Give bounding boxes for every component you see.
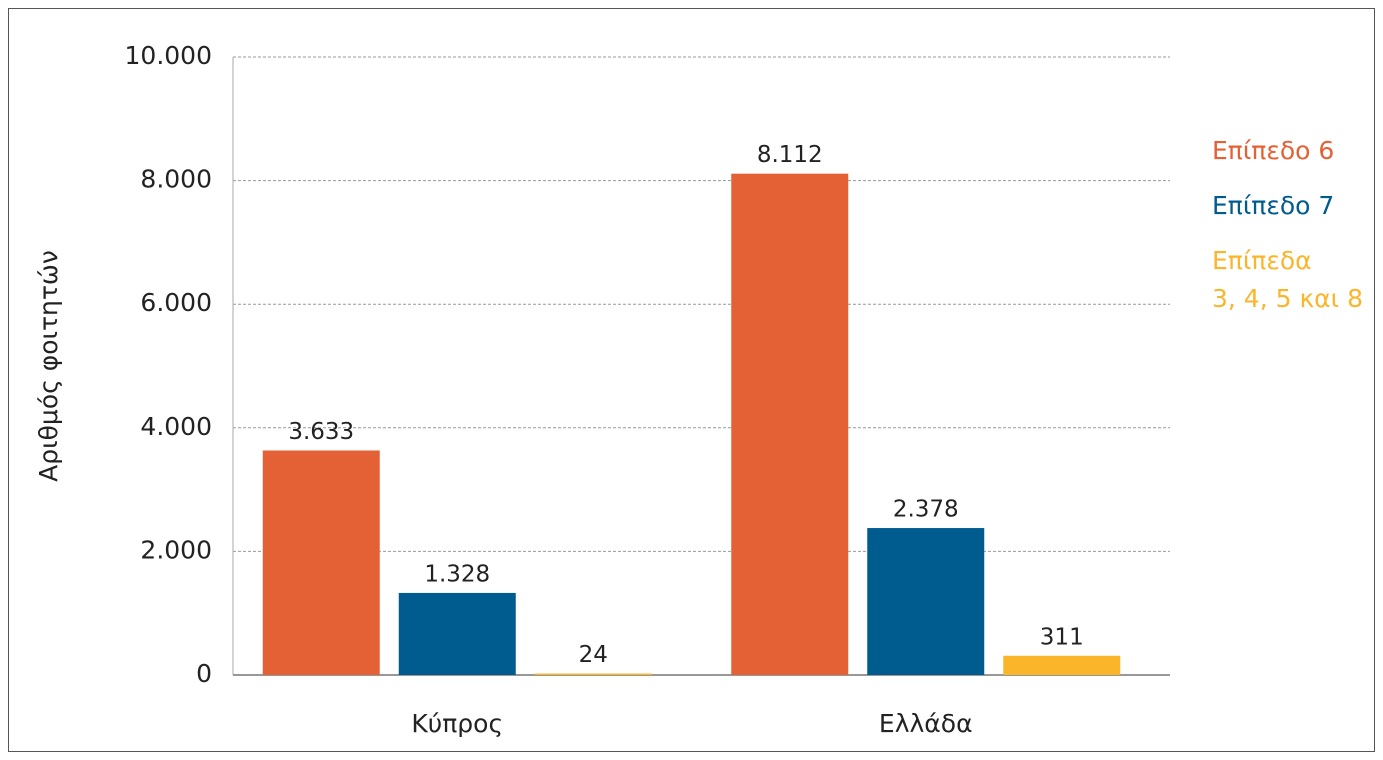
- x-tick-label: Κύπρος: [411, 709, 503, 738]
- y-tick-label: 2.000: [140, 535, 212, 564]
- value-label: 2.378: [893, 497, 959, 523]
- y-tick-label: 4.000: [140, 412, 212, 441]
- frame: [8, 8, 1375, 752]
- value-label: 24: [579, 642, 608, 668]
- y-axis-label: Αριθμός φοιτητών: [34, 250, 63, 482]
- y-tick-label: 8.000: [140, 165, 212, 194]
- value-label: 3.633: [288, 419, 354, 445]
- bar: [731, 173, 849, 675]
- y-tick-label: 10.000: [125, 41, 212, 70]
- value-label: 8.112: [757, 142, 823, 168]
- bar: [262, 450, 380, 675]
- bar: [1003, 655, 1121, 675]
- legend-entry: Επίπεδο 6: [1212, 136, 1335, 165]
- y-tick-label: 6.000: [140, 288, 212, 317]
- y-tick-label: 0: [196, 659, 212, 688]
- legend-entry: Επίπεδα 3, 4, 5 και 8: [1212, 246, 1363, 313]
- legend-entry: Επίπεδο 7: [1212, 191, 1335, 220]
- value-label: 311: [1040, 624, 1084, 650]
- value-label: 1.328: [424, 561, 490, 587]
- x-tick-label: Ελλάδα: [879, 709, 973, 738]
- bar: [398, 592, 516, 675]
- bar: [867, 528, 985, 675]
- bar: [534, 673, 652, 675]
